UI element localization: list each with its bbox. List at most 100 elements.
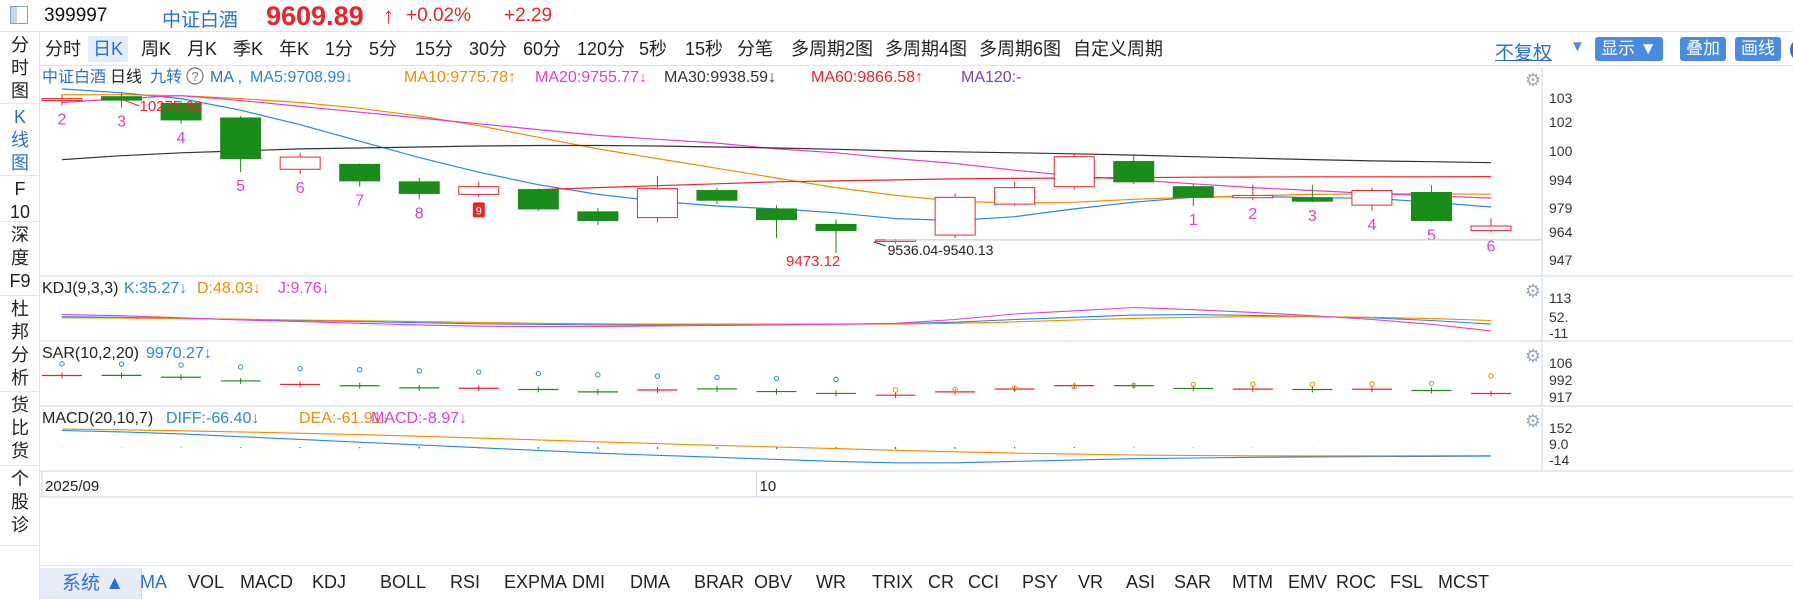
candle-body[interactable] — [577, 211, 619, 222]
indicator-tab-cr[interactable]: CR — [928, 572, 954, 592]
candle-body[interactable] — [101, 96, 143, 101]
overlay-button[interactable]: 叠加 — [1680, 37, 1726, 61]
indicator-tab-dma[interactable]: DMA — [630, 572, 670, 592]
period-tab-15[interactable]: 多周期2图 — [791, 39, 874, 59]
leftnav-item-0[interactable]: 分时图 — [0, 32, 40, 104]
period-tab-5[interactable]: 年K — [279, 39, 310, 59]
period-tab-16[interactable]: 多周期4图 — [885, 39, 968, 59]
settings-gear-icon[interactable]: ⚙ — [1525, 70, 1541, 90]
panel-toggle-icon[interactable] — [10, 6, 28, 24]
period-tab-2[interactable]: 周K — [141, 39, 172, 59]
indicator-tab-mcst[interactable]: MCST — [1438, 572, 1489, 592]
indicator-tab-macd[interactable]: MACD — [240, 572, 293, 592]
candle-body[interactable] — [994, 187, 1036, 205]
period-tab-12[interactable]: 5秒 — [639, 39, 668, 59]
indicator-tab-obv[interactable]: OBV — [754, 572, 793, 592]
sar-dot — [1488, 373, 1494, 379]
settings-gear-icon[interactable]: ⚙ — [1525, 281, 1541, 301]
indicator-tab-sar[interactable]: SAR — [1174, 572, 1212, 592]
candle-body[interactable] — [815, 223, 857, 232]
high-annotation-pointer — [123, 99, 140, 107]
candle-body[interactable] — [160, 102, 202, 121]
period-tab-3[interactable]: 月K — [187, 39, 218, 59]
candle-body[interactable] — [636, 188, 678, 219]
indicator-tab-psy[interactable]: PSY — [1022, 572, 1059, 592]
indicator-tab-fsl[interactable]: FSL — [1390, 572, 1424, 592]
candle-body[interactable] — [220, 117, 262, 160]
indicator-tab-cci[interactable]: CCI — [968, 572, 999, 592]
period-tab-1[interactable]: 日K — [88, 36, 129, 62]
candle-body[interactable] — [1053, 156, 1095, 188]
stock-name[interactable]: 中证白酒 — [162, 10, 239, 31]
td-count-label: 7 — [355, 193, 364, 210]
indicator-tab-mtm[interactable]: MTM — [1232, 572, 1273, 592]
sar-dot — [1071, 384, 1077, 390]
fuquan-chevron-icon[interactable]: ▼ — [1570, 38, 1585, 55]
period-tab-17[interactable]: 多周期6图 — [979, 39, 1062, 59]
settings-gear-icon[interactable]: ⚙ — [1525, 411, 1541, 431]
candle-body[interactable] — [1113, 161, 1155, 183]
candle-body[interactable] — [517, 189, 559, 210]
period-tab-7[interactable]: 5分 — [369, 39, 398, 59]
draw-line-button[interactable]: 画线 — [1735, 37, 1781, 61]
leftnav-item-4[interactable]: 杜邦分析 — [0, 296, 40, 392]
fuquan-dropdown[interactable]: 不复权 — [1495, 43, 1553, 64]
settings-gear-icon[interactable]: ⚙ — [1525, 346, 1541, 366]
period-tab-4[interactable]: 季K — [233, 39, 264, 59]
period-tab-13[interactable]: 15秒 — [685, 39, 724, 59]
candle-body[interactable] — [934, 196, 976, 236]
candle-body[interactable] — [398, 181, 440, 194]
ma-line-ma60 — [538, 176, 1492, 191]
indicator-tab-vol[interactable]: VOL — [188, 572, 225, 592]
sar-axis-label-0: 106 — [1549, 355, 1573, 371]
indicator-tab-wr[interactable]: WR — [816, 572, 846, 592]
sar-dot — [1428, 380, 1435, 387]
refresh-icon[interactable]: ⟳ — [1790, 38, 1793, 62]
period-tab-18[interactable]: 自定义周期 — [1073, 39, 1163, 59]
indicator-tab-emv[interactable]: EMV — [1288, 572, 1328, 592]
leftnav-item-5[interactable]: 货比货 — [0, 392, 40, 466]
td-badge-label: 9 — [476, 205, 482, 217]
system-menu-button[interactable]: 系统 ▲ — [40, 568, 142, 599]
indicator-tab-expma[interactable]: EXPMA — [504, 572, 568, 592]
leftnav-item-3[interactable]: 深度 F9 — [0, 222, 40, 296]
help-circle-icon[interactable] — [186, 67, 204, 85]
indicator-tab-roc[interactable]: ROC — [1336, 572, 1376, 592]
candle-body[interactable] — [1351, 190, 1393, 206]
indicator-tab-vr[interactable]: VR — [1078, 572, 1104, 592]
indicator-tab-ma[interactable]: MA — [140, 572, 167, 592]
period-tab-10[interactable]: 60分 — [523, 39, 562, 59]
candle-body[interactable] — [279, 156, 321, 170]
period-tab-0[interactable]: 分时 — [45, 39, 81, 59]
candle-body[interactable] — [1291, 197, 1333, 202]
candle-body[interactable] — [339, 163, 381, 182]
indicator-tab-rsi[interactable]: RSI — [450, 572, 481, 592]
candle-body[interactable] — [1410, 191, 1452, 222]
period-tab-6[interactable]: 1分 — [325, 39, 354, 59]
period-tab-11[interactable]: 120分 — [577, 39, 626, 59]
candle-body[interactable] — [41, 98, 83, 102]
period-tab-9[interactable]: 30分 — [469, 39, 508, 59]
sar-dot — [952, 386, 958, 393]
leftnav-item-6[interactable]: 个股诊 — [0, 466, 40, 546]
kdj-axis-label-0: 113 — [1549, 290, 1572, 306]
candle-body[interactable] — [696, 190, 738, 201]
display-button[interactable]: 显示 ▼ — [1595, 37, 1663, 61]
indicator-tab-dmi[interactable]: DMI — [572, 572, 605, 592]
candle-body[interactable] — [1172, 186, 1214, 198]
candle-body[interactable] — [756, 208, 797, 221]
period-tab-8[interactable]: 15分 — [415, 39, 454, 59]
candle-body[interactable] — [1232, 194, 1274, 199]
main-legend-period: 日线 — [110, 68, 142, 86]
period-tab-14[interactable]: 分笔 — [737, 39, 773, 59]
indicator-tab-asi[interactable]: ASI — [1126, 572, 1156, 592]
leftnav-item-2[interactable]: F 10 — [0, 176, 40, 222]
candle-body[interactable] — [458, 186, 500, 195]
indicator-tab-boll[interactable]: BOLL — [380, 572, 427, 592]
indicator-tab-trix[interactable]: TRIX — [872, 572, 914, 592]
candle-body[interactable] — [1470, 225, 1512, 232]
kline-chart-area[interactable]: ⚙ ⚙ ⚙ ⚙ 中证白酒 日线 九转? MA , MA5:9708.99↓ MA10:9775.7… — [40, 67, 1793, 564]
indicator-tab-brar[interactable]: BRAR — [694, 572, 745, 592]
indicator-tab-kdj[interactable]: KDJ — [312, 572, 347, 592]
